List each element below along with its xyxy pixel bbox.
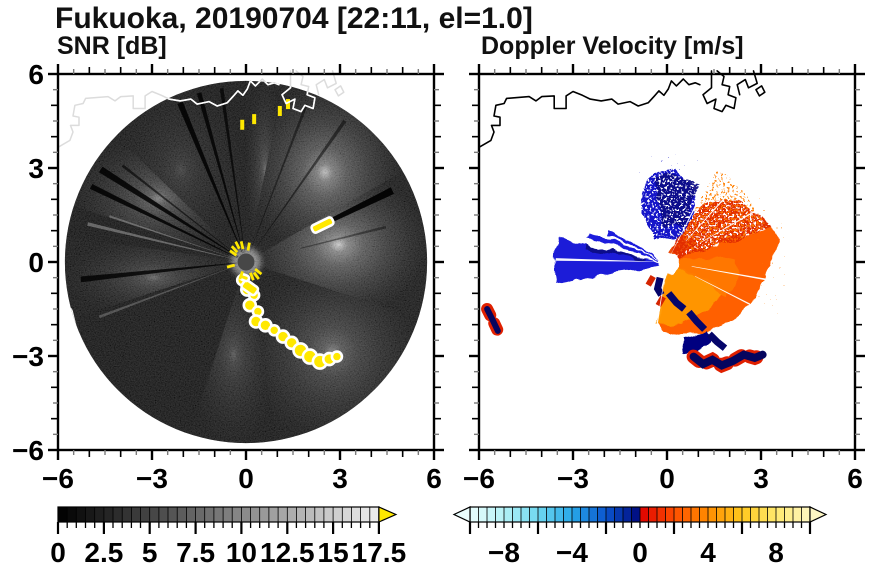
axis-frame: −6 −3 0 3 6 6 3 0 −3 −6 xyxy=(12,59,444,494)
x-axis-tick-label: 0 xyxy=(659,463,675,494)
colorbar-tick-label: −8 xyxy=(488,537,520,568)
x-axis-tick-label: 6 xyxy=(847,463,863,494)
snr-ppi-plot: −6 −3 0 3 6 6 3 0 −3 −6 xyxy=(12,59,444,494)
x-axis-tick-label: 0 xyxy=(238,463,254,494)
under-range-arrow xyxy=(452,506,471,523)
velocity-colorbar: −8 −4 0 4 8 xyxy=(452,506,828,568)
snr-echo-field xyxy=(64,80,428,444)
radar-site-dot xyxy=(658,253,676,271)
velocity-field xyxy=(481,153,790,374)
snr-colorbar: 0 2.5 5 7.5 10 12.5 15 17.5 xyxy=(50,506,407,568)
colorbar-ticks xyxy=(468,522,812,534)
coastline xyxy=(478,70,766,149)
colorbar-tick-label: 8 xyxy=(768,537,784,568)
x-axis-tick-label: −6 xyxy=(42,463,74,494)
y-axis-tick-label: 0 xyxy=(28,247,44,278)
colorbar-tick-label: 2.5 xyxy=(84,537,123,568)
colorbar-blocks xyxy=(469,506,811,523)
colorbar-tick-label: 5 xyxy=(142,537,158,568)
y-axis-tick-label: −3 xyxy=(12,341,44,372)
x-axis-tick-label: 3 xyxy=(753,463,769,494)
x-axis-tick-label: −3 xyxy=(136,463,168,494)
y-axis-tick-label: −6 xyxy=(12,435,44,466)
snr-panel-title: SNR [dB] xyxy=(57,32,167,60)
colorbar-ticks xyxy=(56,522,380,534)
radar-site-dot xyxy=(237,253,255,271)
west-clutter-streak xyxy=(481,303,504,337)
south-coast-clutter-arc xyxy=(686,347,770,374)
x-axis-tick-label: 3 xyxy=(332,463,348,494)
colorbar-tick-label: 4 xyxy=(700,537,716,568)
x-axis-tick-label: −6 xyxy=(463,463,495,494)
y-axis-tick-label: 3 xyxy=(28,153,44,184)
colorbar-tick-label: 0 xyxy=(50,537,66,568)
colorbar-tick-label: 0 xyxy=(632,537,648,568)
colorbar-tick-label: 7.5 xyxy=(176,537,215,568)
x-axis-tick-label: −3 xyxy=(557,463,589,494)
colorbar-tick-label: 15 xyxy=(318,537,349,568)
over-range-arrow xyxy=(809,506,828,523)
colorbar-tick-label: 12.5 xyxy=(260,537,315,568)
doppler-ppi-plot: −6 −3 0 3 6 xyxy=(463,64,865,494)
colorbar-tick-label: −4 xyxy=(556,537,588,568)
figure-title: Fukuoka, 20190704 [22:11, el=1.0] xyxy=(55,2,533,35)
colorbar-tick-label: 10 xyxy=(226,537,257,568)
y-axis-tick-label: 6 xyxy=(28,59,44,90)
x-axis-tick-label: 6 xyxy=(426,463,442,494)
colorbar-tick-label: 17.5 xyxy=(352,537,407,568)
over-range-arrow xyxy=(378,506,398,523)
colorbar-blocks xyxy=(57,506,380,523)
vel-panel-title: Doppler Velocity [m/s] xyxy=(481,32,744,60)
axis-frame: −6 −3 0 3 6 xyxy=(463,64,865,494)
